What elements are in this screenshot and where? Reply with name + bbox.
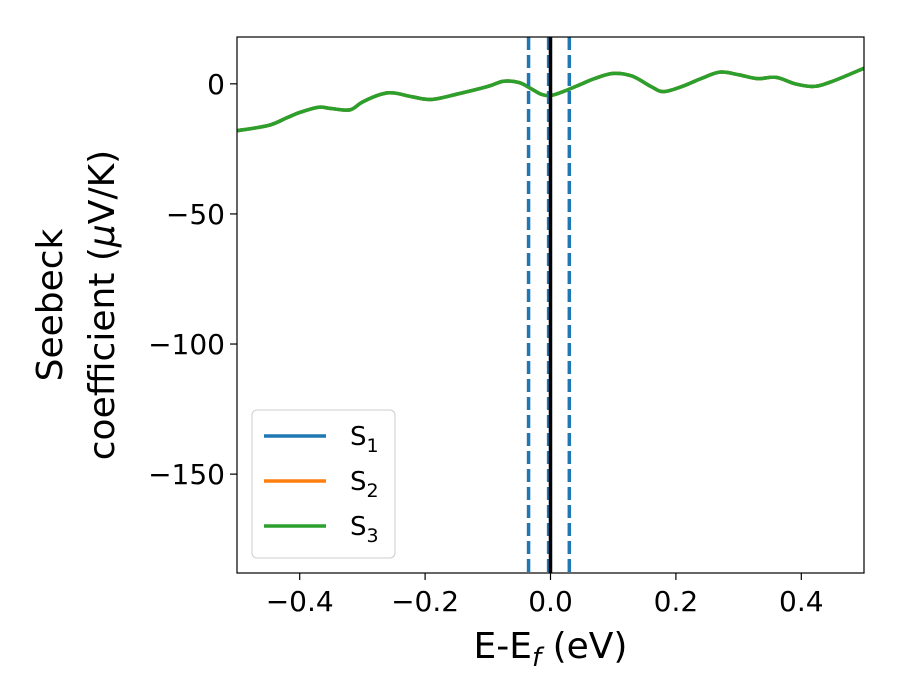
vertical-markers: [526, 37, 572, 573]
plot-area: [237, 37, 864, 573]
legend-item-s3: S3: [264, 512, 379, 547]
series-lines: [237, 66, 864, 133]
y-tick-label: 0: [207, 68, 225, 101]
y-axis-label-line2: coefficient (μV/K): [82, 150, 123, 460]
y-axis-label-line1: Seebeck: [30, 228, 71, 381]
x-axis-label-main: E-E: [474, 626, 532, 667]
y-axis-ticks: 0 −50 −100 −150: [148, 68, 237, 491]
legend-item-s2: S2: [264, 467, 379, 502]
x-tick-label: −0.2: [391, 585, 459, 618]
x-axis-label-suffix: (eV): [541, 626, 627, 667]
x-tick-label: 0.4: [779, 585, 824, 618]
x-tick-label: 0.2: [654, 585, 699, 618]
y-tick-label: −50: [166, 198, 225, 231]
x-axis-label: E-Ef (eV): [474, 626, 628, 673]
y-tick-label: −150: [148, 458, 225, 491]
legend-item-s1: S1: [264, 422, 379, 457]
legend-box: [251, 409, 396, 559]
series-line-s3: [237, 66, 864, 133]
x-axis-ticks: −0.4 −0.2 0.0 0.2 0.4: [266, 573, 824, 618]
y-axis-label-mu: μ: [82, 224, 123, 248]
x-tick-label: 0.0: [528, 585, 573, 618]
y-axis-label: Seebeck coefficient (μV/K): [30, 150, 123, 460]
legend-label: S1: [350, 422, 379, 457]
x-tick-label: −0.4: [266, 585, 334, 618]
legend-label: S2: [350, 467, 379, 502]
y-axis-label-line2-main: coefficient (: [82, 247, 123, 460]
legend-label: S3: [350, 512, 379, 547]
y-axis-label-line2-suffix: V/K): [82, 150, 123, 224]
legend: S1 S2 S3: [251, 409, 396, 559]
y-tick-label: −100: [148, 328, 225, 361]
